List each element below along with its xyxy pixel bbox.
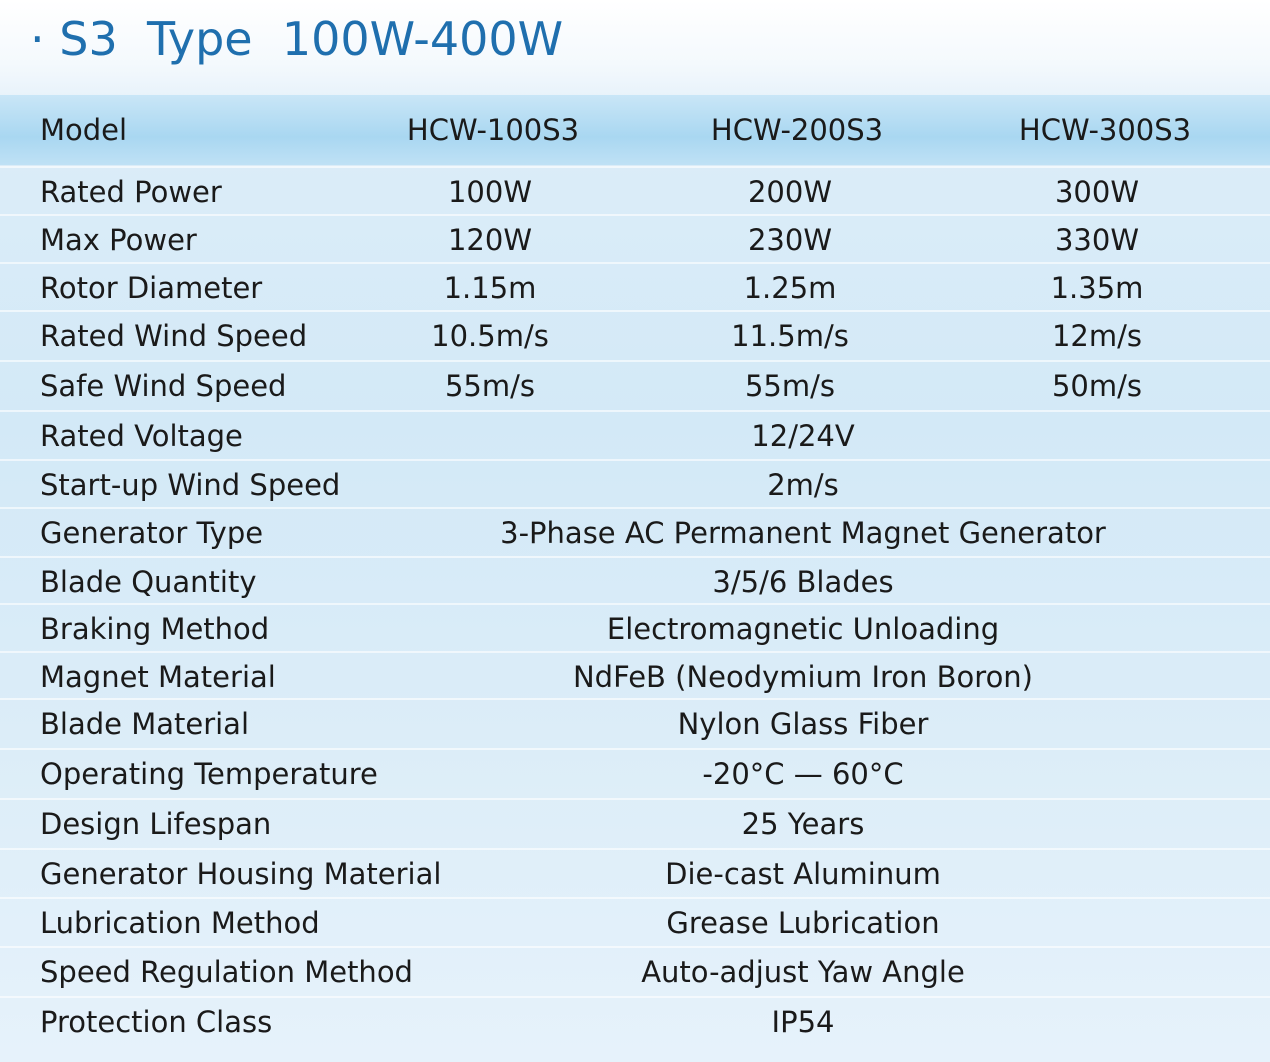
row-separator — [0, 166, 1270, 168]
cell-value: 100W — [447, 175, 533, 209]
row-label: Magnet Material — [40, 660, 276, 694]
column-header: HCW-300S3 — [1018, 113, 1192, 147]
row-separator — [0, 410, 1270, 412]
cell-value: 50m/s — [1051, 369, 1143, 403]
row-label: Max Power — [40, 223, 197, 257]
row-label: Rated Power — [40, 175, 222, 209]
cell-value: 11.5m/s — [731, 319, 849, 353]
row-label: Speed Regulation Method — [40, 955, 413, 989]
row-separator — [0, 360, 1270, 362]
row-separator — [0, 214, 1270, 216]
row-label: Protection Class — [40, 1005, 273, 1039]
row-label: Start-up Wind Speed — [40, 468, 341, 502]
row-separator — [0, 748, 1270, 750]
column-header: HCW-100S3 — [406, 113, 580, 147]
row-label: Operating Temperature — [40, 757, 378, 791]
row-separator — [0, 459, 1270, 461]
merged-value: 25 Years — [741, 807, 865, 841]
cell-value: 55m/s — [444, 369, 536, 403]
row-label: Braking Method — [40, 612, 270, 646]
merged-value: Grease Lubrication — [666, 906, 940, 940]
cell-value: 120W — [447, 223, 533, 257]
merged-value: Nylon Glass Fiber — [677, 707, 929, 741]
title: · S3 Type 100W-400W — [30, 12, 564, 66]
cell-value: 300W — [1054, 175, 1140, 209]
row-label: Rated Wind Speed — [40, 319, 308, 353]
cell-value: 12m/s — [1051, 319, 1143, 353]
merged-value: 3/5/6 Blades — [712, 565, 894, 599]
header-band — [0, 95, 1270, 165]
row-separator — [0, 262, 1270, 264]
merged-value: 12/24V — [751, 419, 855, 453]
row-label: Safe Wind Speed — [40, 369, 287, 403]
cell-value: 10.5m/s — [431, 319, 549, 353]
row-label: Rotor Diameter — [40, 271, 263, 305]
merged-value: Die-cast Aluminum — [665, 857, 941, 891]
merged-value: IP54 — [771, 1005, 835, 1039]
merged-value: -20°C — 60°C — [702, 757, 904, 791]
row-separator — [0, 603, 1270, 605]
row-separator — [0, 310, 1270, 312]
row-separator — [0, 698, 1270, 700]
merged-value: Electromagnetic Unloading — [606, 612, 1000, 646]
cell-value: 330W — [1054, 223, 1140, 257]
cell-value: 230W — [747, 223, 833, 257]
cell-value: 55m/s — [744, 369, 836, 403]
row-label: Blade Material — [40, 707, 250, 741]
column-header: HCW-200S3 — [710, 113, 884, 147]
column-header: Model — [40, 113, 128, 147]
row-separator — [0, 507, 1270, 509]
cell-value: 200W — [747, 175, 833, 209]
merged-value: 3-Phase AC Permanent Magnet Generator — [500, 516, 1106, 550]
row-separator — [0, 848, 1270, 850]
row-separator — [0, 897, 1270, 899]
row-separator — [0, 996, 1270, 998]
row-label: Lubrication Method — [40, 906, 320, 940]
row-label: Generator Housing Material — [40, 857, 442, 891]
cell-value: 1.15m — [443, 271, 537, 305]
row-separator — [0, 556, 1270, 558]
row-label: Design Lifespan — [40, 807, 272, 841]
row-label: Rated Voltage — [40, 419, 243, 453]
row-separator — [0, 798, 1270, 800]
merged-value: NdFeB (Neodymium Iron Boron) — [572, 660, 1034, 694]
row-separator — [0, 946, 1270, 948]
row-label: Generator Type — [40, 516, 264, 550]
row-separator — [0, 651, 1270, 653]
merged-value: 2m/s — [767, 468, 839, 502]
cell-value: 1.25m — [743, 271, 837, 305]
merged-value: Auto-adjust Yaw Angle — [641, 955, 965, 989]
row-label: Blade Quantity — [40, 565, 257, 599]
cell-value: 1.35m — [1050, 271, 1144, 305]
